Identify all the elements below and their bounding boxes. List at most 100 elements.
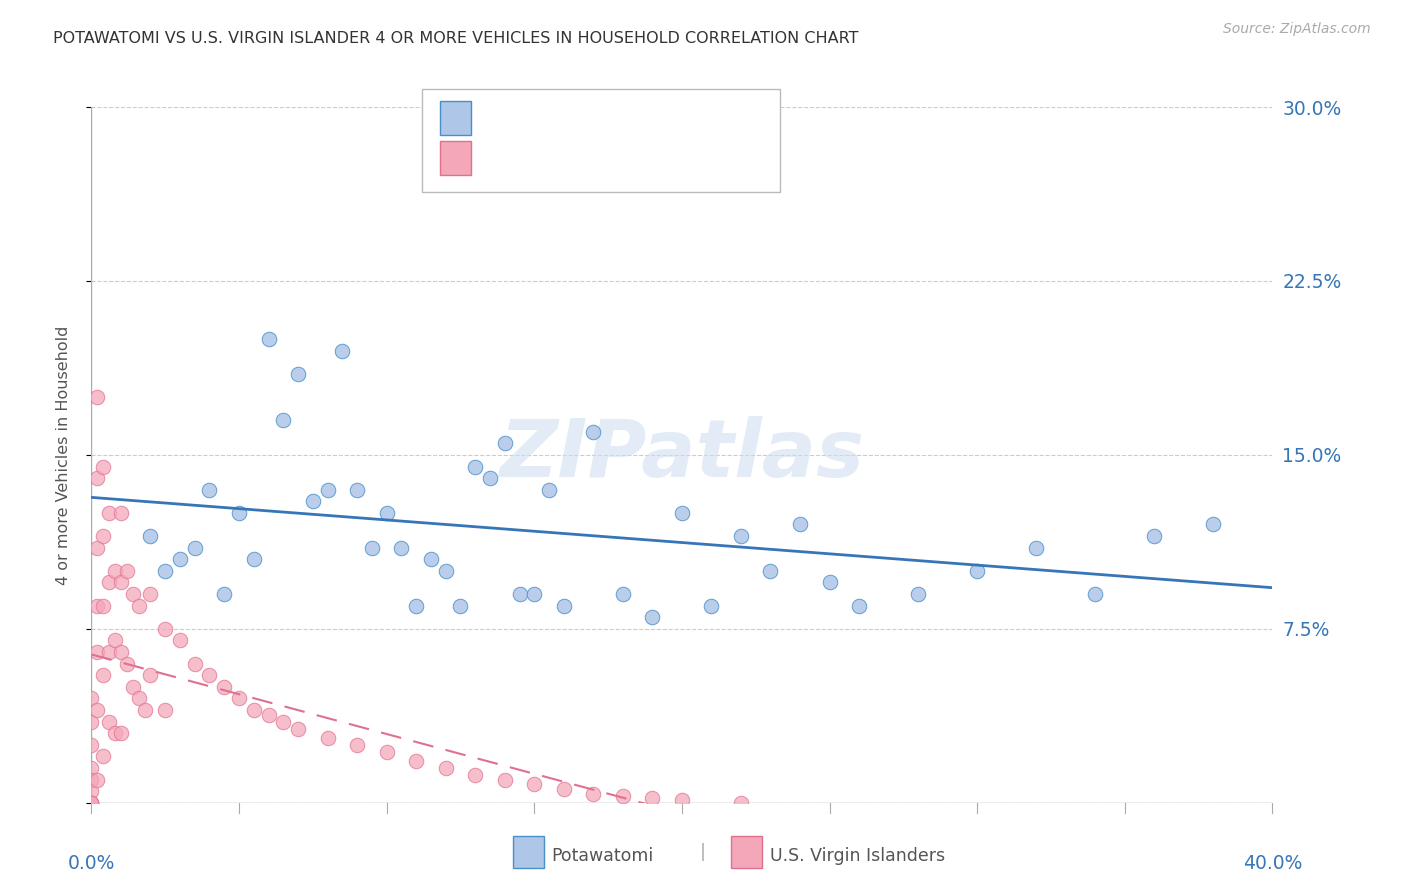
Point xyxy=(86,645,108,659)
Point xyxy=(214,587,236,601)
Point xyxy=(582,425,605,439)
Point xyxy=(243,703,266,717)
Point xyxy=(405,754,427,768)
Point xyxy=(316,731,339,745)
Point xyxy=(80,772,103,787)
Point xyxy=(966,564,988,578)
Point xyxy=(139,529,162,543)
Point xyxy=(80,796,103,810)
Point xyxy=(91,668,114,682)
Point xyxy=(169,552,191,566)
Point xyxy=(91,459,114,474)
Point xyxy=(228,506,250,520)
Point xyxy=(730,796,752,810)
Point xyxy=(1143,529,1166,543)
Point xyxy=(198,483,221,497)
Point xyxy=(450,599,472,613)
Point xyxy=(730,529,752,543)
Point xyxy=(110,726,132,740)
Point xyxy=(671,506,693,520)
Text: POTAWATOMI VS U.S. VIRGIN ISLANDER 4 OR MORE VEHICLES IN HOUSEHOLD CORRELATION C: POTAWATOMI VS U.S. VIRGIN ISLANDER 4 OR … xyxy=(53,31,859,46)
Point xyxy=(509,587,531,601)
Point xyxy=(434,761,457,775)
Point xyxy=(332,343,354,358)
Point xyxy=(91,529,114,543)
Point xyxy=(464,768,486,782)
Point xyxy=(128,691,150,706)
Point xyxy=(523,587,546,601)
Point xyxy=(273,714,295,729)
Point xyxy=(86,390,108,404)
Point xyxy=(153,622,177,636)
Point xyxy=(612,789,634,803)
Point xyxy=(153,564,177,578)
Point xyxy=(582,787,605,801)
Point xyxy=(478,471,502,485)
Point xyxy=(98,714,121,729)
Point xyxy=(183,541,207,555)
Text: ZIPatlas: ZIPatlas xyxy=(499,416,865,494)
Point xyxy=(641,610,664,624)
Point xyxy=(375,506,398,520)
Point xyxy=(789,517,811,532)
Point xyxy=(316,483,339,497)
Point xyxy=(183,657,207,671)
Point xyxy=(80,784,103,798)
Point xyxy=(86,772,108,787)
Point xyxy=(612,587,634,601)
Point xyxy=(523,777,546,791)
Point xyxy=(98,575,121,590)
Point xyxy=(228,691,250,706)
Point xyxy=(287,722,309,736)
Point xyxy=(86,471,108,485)
Point xyxy=(153,703,177,717)
Point xyxy=(641,791,664,805)
Point xyxy=(115,657,138,671)
Point xyxy=(389,541,413,555)
Point xyxy=(169,633,191,648)
Point xyxy=(1202,517,1225,532)
Text: Source: ZipAtlas.com: Source: ZipAtlas.com xyxy=(1223,22,1371,37)
Point xyxy=(134,703,156,717)
Text: 0.0%: 0.0% xyxy=(67,854,115,873)
Point xyxy=(91,599,114,613)
Text: -0.018: -0.018 xyxy=(536,155,600,173)
Point xyxy=(80,796,103,810)
Point xyxy=(98,506,121,520)
Point xyxy=(273,413,295,427)
Text: 45: 45 xyxy=(651,115,676,133)
Text: N =: N = xyxy=(598,155,631,173)
Point xyxy=(115,564,138,578)
Point xyxy=(537,483,560,497)
Point xyxy=(818,575,841,590)
Text: R =: R = xyxy=(479,155,513,173)
Point xyxy=(128,599,150,613)
Point xyxy=(553,781,575,796)
Point xyxy=(214,680,236,694)
Point xyxy=(198,668,221,682)
Y-axis label: 4 or more Vehicles in Household: 4 or more Vehicles in Household xyxy=(56,326,70,584)
Point xyxy=(139,587,162,601)
Point xyxy=(80,738,103,752)
Point xyxy=(360,541,382,555)
Point xyxy=(86,703,108,717)
Point xyxy=(671,793,693,807)
Point xyxy=(80,796,103,810)
Point xyxy=(86,541,108,555)
Point xyxy=(1084,587,1107,601)
Point xyxy=(121,587,143,601)
Point xyxy=(110,575,132,590)
Point xyxy=(257,332,280,346)
Point xyxy=(848,599,870,613)
Point xyxy=(104,726,127,740)
Point xyxy=(301,494,323,508)
Point xyxy=(110,645,132,659)
Point xyxy=(139,668,162,682)
Point xyxy=(98,645,121,659)
Point xyxy=(494,436,516,450)
Text: Potawatomi: Potawatomi xyxy=(551,847,654,865)
Point xyxy=(553,599,575,613)
Point xyxy=(80,761,103,775)
Point xyxy=(375,745,398,759)
Point xyxy=(419,552,441,566)
